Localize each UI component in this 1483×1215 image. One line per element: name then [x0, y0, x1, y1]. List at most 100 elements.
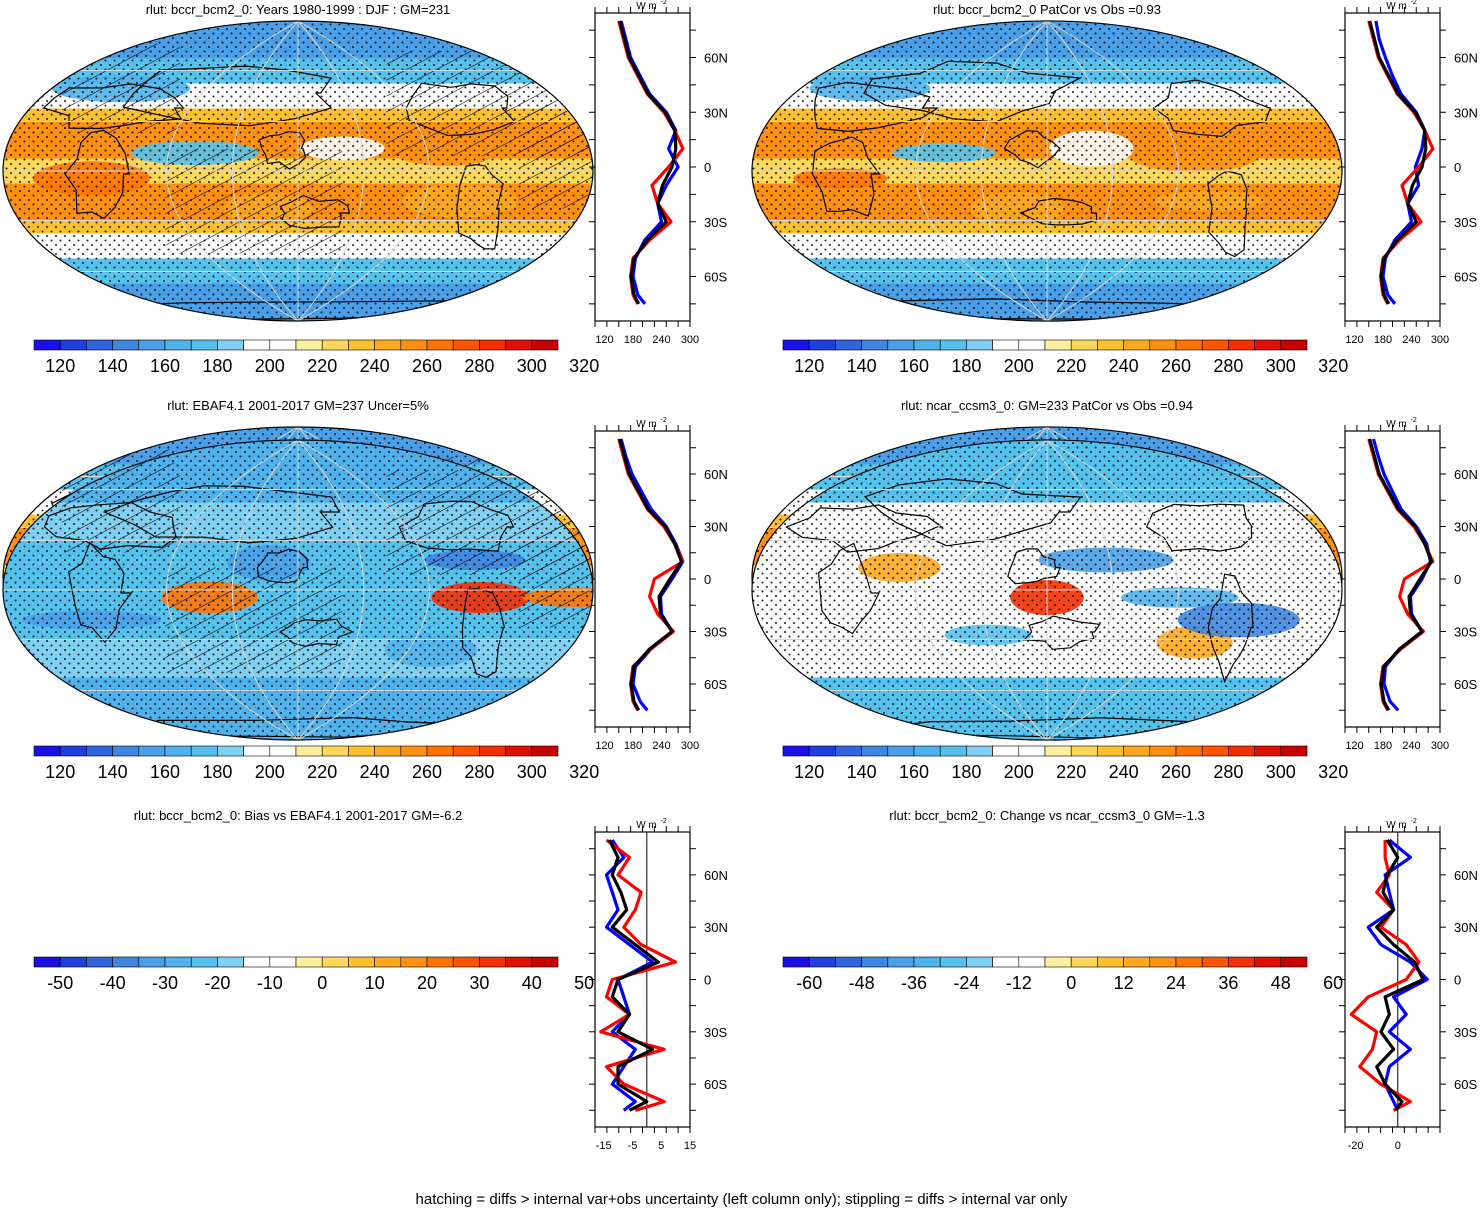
- colorbar-swatch: [86, 956, 113, 968]
- colorbar-tick-label: 240: [1109, 762, 1139, 782]
- colorbar-swatch: [505, 745, 533, 757]
- colorbar-1: 120 140 160 180 200 220 240 260 280 300 320: [33, 339, 599, 376]
- colorbar-swatch: [1097, 956, 1124, 968]
- map-title: rlut: bccr_bcm2_0 PatCor vs Obs =0.93: [933, 2, 1161, 17]
- colorbar-swatch: [112, 956, 140, 968]
- profile-line-obs: [1349, 840, 1421, 1112]
- profile-x-tick-label: -20: [1348, 1140, 1364, 1152]
- colorbar-swatch: [913, 745, 941, 757]
- profile-frame: [594, 430, 691, 728]
- profile-plot-1: W m -2 60N 30N 0 30S 60S 120 180 240 300: [589, 0, 728, 346]
- meridian: [1046, 439, 1179, 741]
- profile-y-tick-label: 60N: [1454, 467, 1478, 482]
- colorbar-tick-label: 180: [202, 762, 232, 782]
- profile-units: W m: [1386, 820, 1407, 831]
- colorbar-tick-label: 12: [1114, 973, 1134, 993]
- colorbar-swatch: [164, 339, 192, 351]
- colorbar-tick-label: 0: [317, 973, 327, 993]
- colorbar-swatch: [1123, 339, 1151, 351]
- colorbar-swatch: [400, 956, 428, 968]
- colorbar-tick-label: -36: [901, 973, 927, 993]
- colorbar-swatch: [217, 339, 244, 351]
- colorbar-swatch: [1149, 339, 1177, 351]
- map-title: rlut: EBAF4.1 2001-2017 GM=237 Uncer=5%: [167, 398, 429, 413]
- colorbar-swatch: [1149, 745, 1177, 757]
- profile-x-tick-label: 180: [1374, 740, 1392, 752]
- hatching: [62, 43, 593, 254]
- colorbar-swatch: [835, 339, 862, 351]
- colorbar-tick-label: 260: [412, 762, 442, 782]
- profile-line-mmm: [1368, 20, 1428, 305]
- colorbar-tick-label: 240: [360, 762, 390, 782]
- meridian: [297, 440, 430, 740]
- profile-plot-6: W m -2 60N 30N 0 30S 60S -20 0: [1339, 818, 1478, 1152]
- map-panel-2: rlut: bccr_bcm2_0 PatCor vs Obs =0.93: [751, 2, 1343, 322]
- colorbar-tick-label: -12: [1006, 973, 1032, 993]
- profile-y-tick-label: 30S: [1454, 215, 1477, 230]
- colorbar-tick-label: 180: [202, 356, 232, 376]
- colorbar-tick-label: -40: [100, 973, 126, 993]
- profile-x-tick-label: 300: [1431, 740, 1449, 752]
- colorbar-tick-label: -24: [953, 973, 979, 993]
- colorbar-tick-label: 20: [417, 973, 437, 993]
- map-frame: [751, 439, 1343, 741]
- profile-x-tick-label: 5: [658, 1140, 664, 1152]
- colorbar-swatch: [1097, 745, 1124, 757]
- colorbar-tick-label: 120: [45, 356, 75, 376]
- colorbar-swatch: [1123, 956, 1151, 968]
- profile-line-mmm: [607, 839, 660, 1112]
- map-frame: [2, 20, 594, 322]
- meridian: [166, 21, 299, 321]
- colorbar-tick-label: 48: [1271, 973, 1291, 993]
- colorbar-tick-label: 200: [1004, 762, 1034, 782]
- colorbar-swatch: [269, 745, 297, 757]
- colorbar-swatch: [1280, 745, 1308, 757]
- colorbar-4: 120 140 160 180 200 220 240 260 280 300 320: [782, 745, 1348, 782]
- profile-x-tick-label: -15: [596, 1140, 612, 1152]
- profile-line-mmm: [1375, 839, 1425, 1112]
- colorbar-swatch: [452, 956, 480, 968]
- colorbar-tick-label: 220: [1056, 762, 1086, 782]
- colorbar-swatch: [348, 956, 375, 968]
- colorbar-swatch: [966, 339, 993, 351]
- colorbar-swatch: [374, 956, 402, 968]
- profile-x-tick-label: 240: [652, 740, 670, 752]
- map-title: rlut: bccr_bcm2_0: Years 1980-1999 : DJF…: [146, 2, 451, 17]
- meridian: [231, 440, 299, 740]
- hatch-patch: [519, 103, 593, 209]
- colorbar-swatch: [59, 745, 87, 757]
- colorbar-swatch: [321, 745, 349, 757]
- profile-line-mmm: [618, 20, 678, 305]
- profile-x-tick-label: 0: [1395, 1140, 1401, 1152]
- colorbar-swatch: [887, 339, 915, 351]
- colorbar-swatch: [992, 339, 1020, 351]
- colorbar-swatch: [1254, 956, 1282, 968]
- colorbar-swatch: [992, 956, 1020, 968]
- colorbar-swatch: [138, 745, 166, 757]
- colorbar-swatch: [374, 745, 402, 757]
- meridian: [915, 439, 1048, 741]
- colorbar-tick-label: 50: [574, 973, 594, 993]
- profile-y-tick-label: 30S: [1454, 625, 1477, 640]
- colorbar-swatch: [1070, 745, 1098, 757]
- colorbar-tick-label: 160: [150, 356, 180, 376]
- colorbar-tick-label: 240: [360, 356, 390, 376]
- colorbar-tick-label: 120: [45, 762, 75, 782]
- colorbar-swatch: [808, 339, 836, 351]
- profile-line-mmm: [1368, 438, 1434, 712]
- colorbar-swatch: [835, 956, 862, 968]
- profile-plot-3: W m -2 60N 30N 0 30S 60S 120 180 240 300: [589, 417, 728, 752]
- profile-plot-2: W m -2 60N 30N 0 30S 60S 120 180 240 300: [1339, 0, 1478, 346]
- colorbar-tick-label: -20: [204, 973, 230, 993]
- colorbar-tick-label: 320: [569, 356, 599, 376]
- profile-y-tick-label: 0: [1454, 973, 1461, 988]
- profile-y-tick-label: 60S: [1454, 1077, 1477, 1092]
- colorbar-swatch: [217, 745, 244, 757]
- profile-x-tick-label: 300: [1431, 334, 1449, 346]
- colorbar-tick-label: 0: [1066, 973, 1076, 993]
- profile-y-tick-label: 0: [704, 572, 711, 587]
- profile-x-tick-label: 300: [681, 740, 699, 752]
- profile-line-obs: [599, 838, 678, 1112]
- colorbar-swatch: [1254, 745, 1282, 757]
- profile-units-sup: -2: [661, 818, 667, 825]
